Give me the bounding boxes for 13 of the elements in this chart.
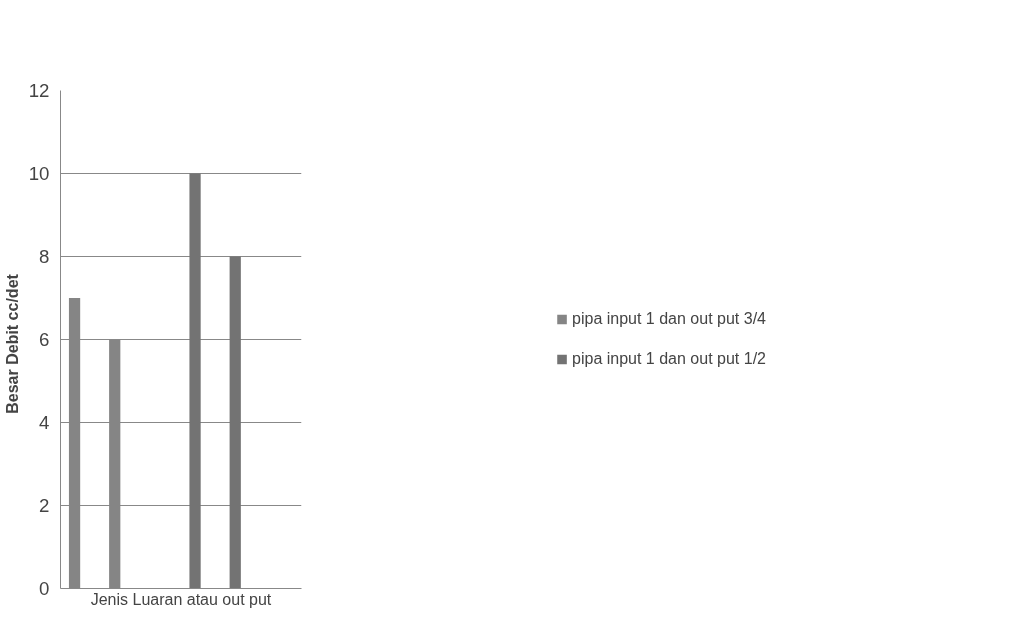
y-tick-label: 2 [39, 495, 50, 516]
y-tick-label: 12 [28, 80, 50, 101]
bar [229, 256, 241, 589]
y-tick-label: 10 [28, 163, 50, 184]
y-tick-label: 6 [39, 329, 50, 350]
x-axis-title: Jenis Luaran atau out put [90, 590, 272, 608]
y-axis-title: Besar Debit cc/det [3, 273, 21, 414]
y-tick-label: 4 [39, 412, 50, 433]
bar [189, 173, 201, 589]
legend-label: pipa input 1 dan out put 3/4 [572, 310, 766, 328]
y-tick-label: 0 [39, 578, 50, 599]
legend-label: pipa input 1 dan out put 1/2 [572, 350, 766, 368]
y-tick-label: 8 [39, 246, 50, 267]
